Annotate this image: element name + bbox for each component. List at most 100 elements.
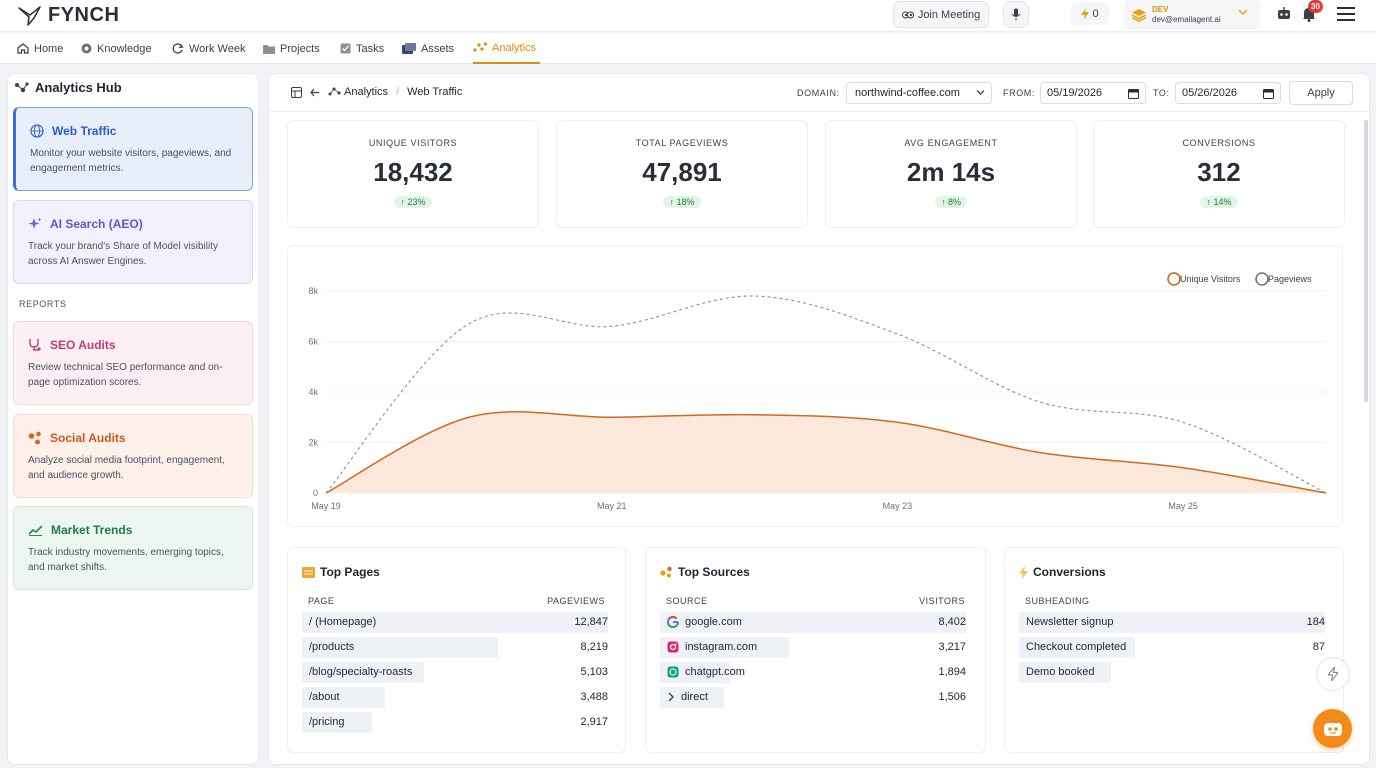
- tasks-icon: [340, 43, 351, 54]
- calendar-icon[interactable]: [1263, 88, 1274, 99]
- breadcrumb-current-page: Web Traffic: [407, 86, 463, 98]
- breadcrumb-analytics[interactable]: Analytics: [328, 86, 388, 98]
- main-header: Analytics / Web Traffic DOMAIN: northwin…: [269, 74, 1369, 112]
- to-label: TO:: [1153, 88, 1170, 98]
- conversions-row-bar: [1019, 662, 1111, 683]
- col-source: SOURCE: [666, 596, 708, 606]
- x-tick-label: May 21: [597, 501, 627, 511]
- top-pages-row-label: /about: [309, 691, 340, 703]
- top-sources-row[interactable]: instagram.com 3,217: [660, 637, 966, 658]
- conversions-row[interactable]: Checkout completed 87: [1019, 637, 1325, 658]
- credits-count: 0: [1092, 8, 1099, 20]
- pages-icon: [302, 566, 315, 578]
- analytics-hub-icon: [15, 81, 29, 92]
- stat-value: 312: [1197, 157, 1241, 187]
- sidebar-card-web-traffic[interactable]: Web Traffic Monitor your website visitor…: [13, 107, 253, 191]
- top-pages-row-value: 2,917: [580, 716, 608, 728]
- top-sources-row-bar: [660, 612, 966, 633]
- legend-pageviews-swatch: [1255, 272, 1269, 286]
- nav-home[interactable]: Home: [17, 33, 63, 64]
- top-pages-row-label: / (Homepage): [309, 616, 376, 628]
- account-switcher[interactable]: DEV dev@emailagent.ai: [1124, 0, 1260, 30]
- stat-change-badge: ↑ 8%: [934, 196, 967, 208]
- hamburger-menu-icon[interactable]: [1337, 7, 1355, 21]
- nav-tasks[interactable]: Tasks: [340, 33, 384, 64]
- card-web-traffic-desc: Monitor your website visitors, pageviews…: [30, 148, 232, 174]
- nav-knowledge[interactable]: Knowledge: [81, 33, 151, 64]
- join-meeting-button[interactable]: Join Meeting: [893, 1, 989, 28]
- conversions-row[interactable]: Demo booked4: [1019, 662, 1325, 683]
- domain-select[interactable]: northwind-coffee.com: [846, 82, 992, 104]
- chevron-down-icon: [1238, 9, 1248, 16]
- top-pages-row[interactable]: /products 8,219: [302, 637, 608, 658]
- top-sources-card: Top Sources SOURCE VISITORS google.com 8,…: [645, 547, 986, 753]
- top-sources-row-value: 8,402: [938, 616, 966, 628]
- stat-card-unique-visitors: UNIQUE VISITORS 18,432 ↑ 23%: [287, 120, 539, 228]
- conversions-row-value: 87: [1312, 641, 1325, 653]
- to-date-value: 05/26/2026: [1182, 87, 1238, 99]
- quick-action-button[interactable]: [1316, 657, 1350, 691]
- card-social-audits-desc: Analyze social media footprint, engageme…: [28, 455, 225, 481]
- traffic-chart: 0 2k 4k 6k 8k May 19 May 21 May 23 May 25 Unique …: [308, 272, 1327, 511]
- top-sources-row[interactable]: chatgpt.com 1,894: [660, 662, 966, 683]
- top-sources-row-label: chatgpt.com: [667, 666, 745, 678]
- y-tick-label: 8k: [308, 286, 318, 296]
- conversions-row-value: 184: [1306, 616, 1325, 628]
- top-pages-row-bar: [302, 687, 385, 708]
- sidebar-card-market-trends[interactable]: Market Trends Track industry movements, …: [13, 506, 253, 590]
- credits-badge[interactable]: 0: [1071, 3, 1109, 25]
- sidebar-card-seo-audits[interactable]: SEO Audits Review technical SEO performa…: [13, 321, 253, 405]
- trend-icon: [28, 525, 43, 536]
- apply-button[interactable]: Apply: [1289, 81, 1353, 105]
- top-pages-row[interactable]: /about 3,488: [302, 687, 608, 708]
- assistant-chat-button[interactable]: [1313, 709, 1352, 748]
- microphone-button[interactable]: [1003, 1, 1029, 28]
- from-date-input[interactable]: 05/19/2026: [1040, 82, 1146, 104]
- folder-icon: [263, 44, 275, 54]
- conversions-header: Conversions: [1019, 565, 1106, 579]
- top-pages-row-label: /blog/specialty-roasts: [309, 666, 412, 678]
- app-logo[interactable]: FYNCH: [18, 4, 119, 27]
- to-date-input[interactable]: 05/26/2026: [1175, 82, 1281, 104]
- share-icon: [28, 431, 41, 445]
- from-label: FROM:: [1003, 88, 1035, 98]
- join-meeting-label: Join Meeting: [917, 8, 981, 21]
- globe-icon: [30, 124, 44, 138]
- top-sources-row-bar: [660, 637, 789, 658]
- top-pages-row[interactable]: / (Homepage) 12,847: [302, 612, 608, 633]
- sidebar-card-ai-search[interactable]: AI Search (AEO) Track your brand's Share…: [13, 200, 253, 284]
- chevron-down-icon: [976, 90, 985, 95]
- top-sources-header: Top Sources: [660, 565, 750, 579]
- top-pages-row[interactable]: /blog/specialty-roasts 5,103: [302, 662, 608, 683]
- conversions-row-label: Checkout completed: [1026, 641, 1126, 653]
- back-arrow-icon[interactable]: [310, 88, 320, 97]
- top-pages-row-text: /pricing: [309, 716, 345, 728]
- nav-analytics[interactable]: Analytics: [473, 33, 540, 64]
- card-ai-search-title: AI Search (AEO): [50, 217, 143, 231]
- top-pages-row[interactable]: /pricing 2,917: [302, 712, 608, 733]
- top-sources-row-value: 3,217: [938, 641, 966, 653]
- top-sources-row[interactable]: direct 1,506: [660, 687, 966, 708]
- conversions-row[interactable]: Newsletter signup 184: [1019, 612, 1325, 633]
- robot-icon[interactable]: [1277, 7, 1291, 20]
- sidebar-card-social-audits[interactable]: Social Audits Analyze social media footp…: [13, 414, 253, 498]
- top-sources-row[interactable]: google.com 8,402: [660, 612, 966, 633]
- top-pages-row-text: /products: [309, 641, 355, 653]
- nav-work-week[interactable]: Work Week: [172, 33, 245, 64]
- calendar-icon[interactable]: [1128, 88, 1139, 99]
- notification-count-badge: 30: [1308, 0, 1323, 13]
- card-seo-audits-title: SEO Audits: [50, 338, 116, 352]
- stat-change-badge: ↑ 14%: [1200, 196, 1238, 208]
- col-visitors: VISITORS: [919, 596, 965, 606]
- lightning-icon: [1081, 8, 1090, 20]
- conversions-row-text: Demo booked: [1026, 666, 1095, 678]
- main-scrollbar[interactable]: [1364, 120, 1368, 402]
- nav-assets[interactable]: Assets: [402, 33, 454, 64]
- unique-visitors-area: [326, 411, 1326, 493]
- stat-value: 47,891: [642, 157, 722, 187]
- panel-toggle-icon[interactable]: [291, 86, 302, 98]
- lightning-icon: [1328, 667, 1338, 681]
- nav-projects[interactable]: Projects: [263, 33, 320, 64]
- top-pages-row-value: 3,488: [580, 691, 608, 703]
- stethoscope-icon: [29, 339, 41, 351]
